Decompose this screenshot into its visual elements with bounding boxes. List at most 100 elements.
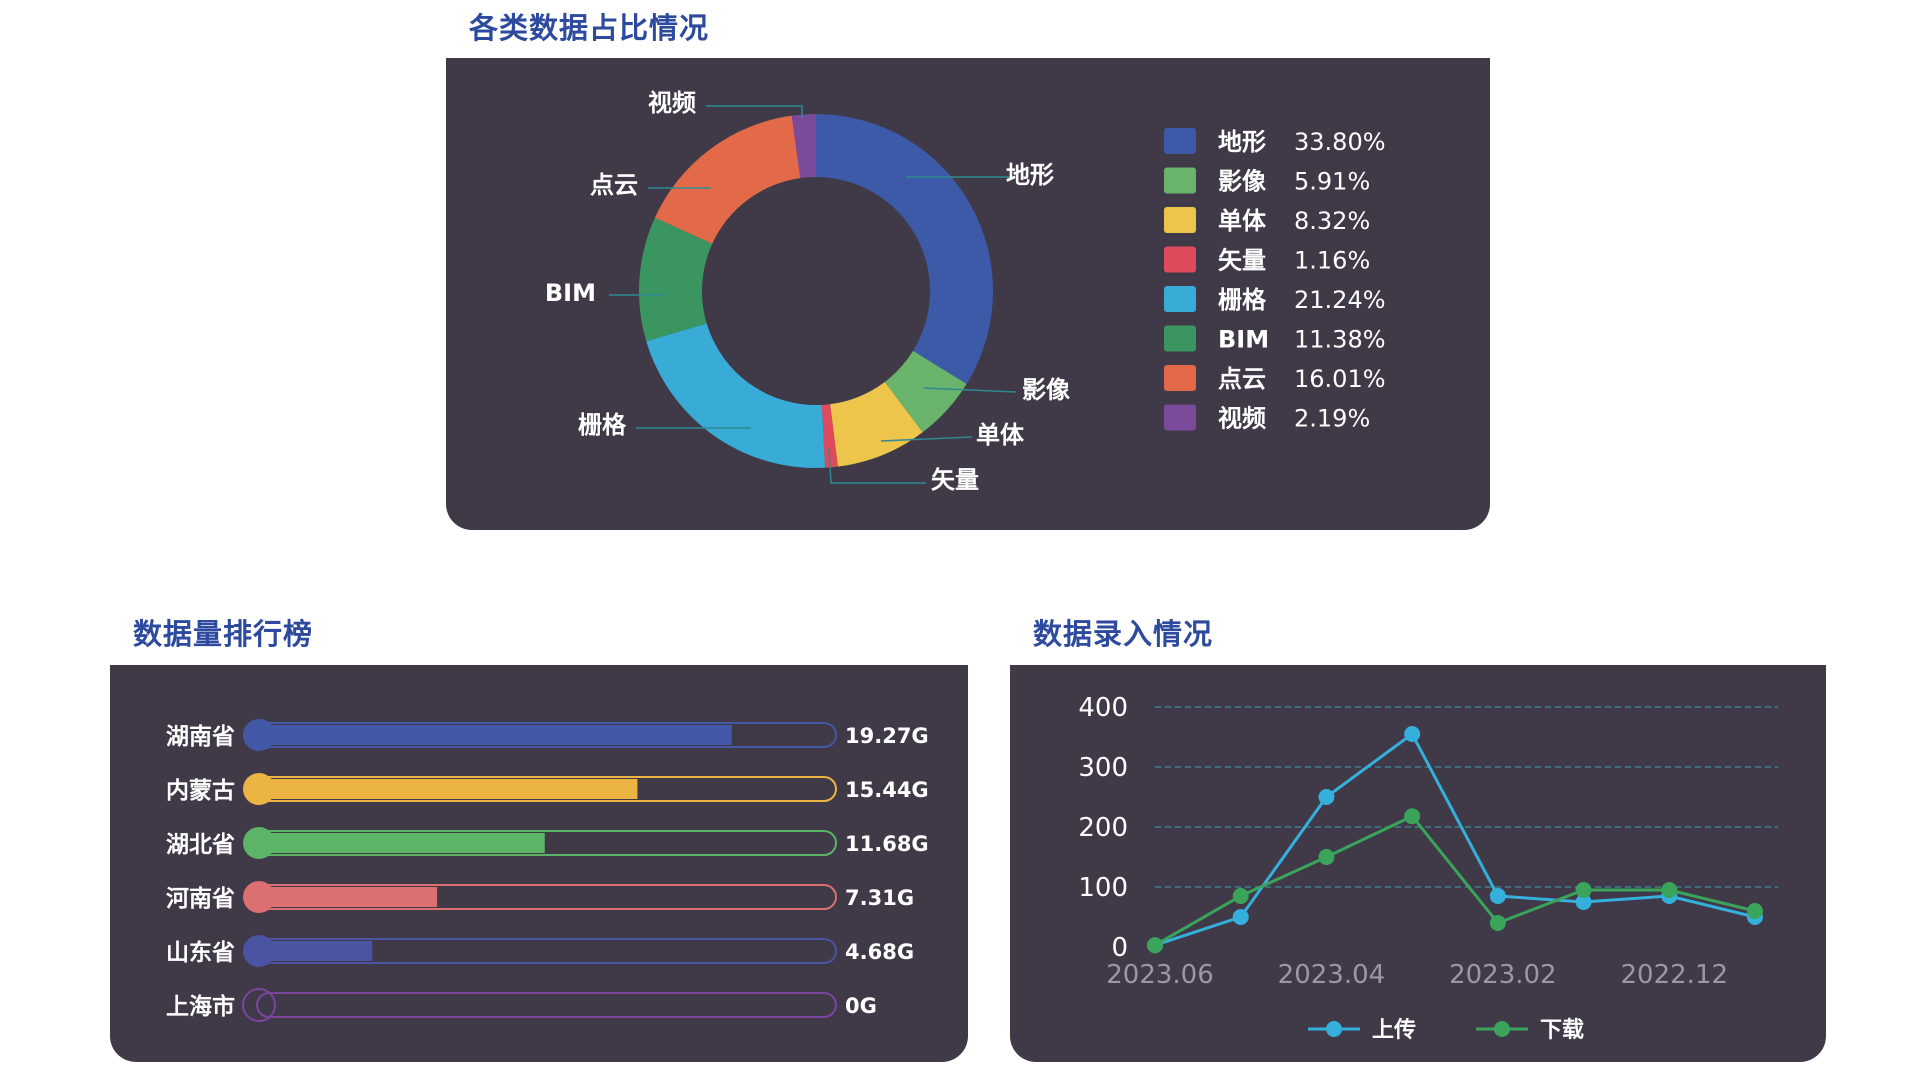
ranking-value-label: 4.68G	[845, 940, 914, 964]
legend-value: 2.19%	[1294, 405, 1370, 433]
legend-value: 8.32%	[1294, 207, 1370, 235]
ranking-category-label: 湖南省	[166, 724, 235, 750]
legend-marker	[1326, 1021, 1342, 1037]
donut-slice-label: 影像	[1022, 376, 1071, 404]
legend-series-label: 上传	[1372, 1018, 1416, 1043]
donut-leader-line	[706, 105, 803, 118]
ranking-category-label: 湖北省	[166, 832, 235, 858]
ranking-value-label: 15.44G	[845, 778, 929, 802]
legend-swatch	[1164, 207, 1196, 233]
ranking-bar-knob	[243, 881, 275, 913]
x-tick-label: 2023.06	[1106, 960, 1214, 990]
ranking-bar	[257, 725, 732, 745]
ranking-chart-panel: 湖南省 19.27G 内蒙古 15.44G 湖北省 11.68G 河南省 7.31G 山东省 4.…	[110, 665, 968, 1062]
y-tick-label: 100	[1078, 873, 1128, 903]
donut-slice-label: 单体	[976, 421, 1025, 449]
legend-swatch	[1164, 286, 1196, 312]
line-point	[1575, 882, 1592, 898]
donut-slice-label: 地形	[1006, 161, 1054, 189]
ranking-category-label: 上海市	[166, 993, 235, 1020]
legend-label: 视频	[1218, 405, 1266, 433]
legend-value: 21.24%	[1294, 286, 1386, 314]
ranking-bar-chart: 湖南省 19.27G 内蒙古 15.44G 湖北省 11.68G 河南省 7.31G 山东省 4.…	[166, 719, 929, 1022]
ranking-value-label: 11.68G	[845, 832, 929, 856]
donut-leader-line	[828, 447, 926, 484]
line-chart: 0 100 200 300 400 2023.06 2023.04 2023.02 2022.1…	[1078, 693, 1778, 1043]
legend-label: 矢量	[1218, 247, 1266, 275]
ranking-value-label: 19.27G	[845, 724, 929, 748]
legend-swatch	[1164, 167, 1196, 194]
legend-series-label: 下载	[1540, 1017, 1584, 1043]
donut-slice	[646, 323, 826, 468]
donut-slice-label: 视频	[648, 89, 696, 117]
ranking-bar-knob	[243, 773, 275, 805]
ranking-track	[256, 992, 837, 1018]
pie-section-title: 各类数据占比情况	[469, 11, 710, 45]
x-tick-label: 2023.04	[1278, 960, 1386, 990]
ranking-bar	[257, 833, 545, 853]
ranking-bar	[257, 887, 438, 907]
line-chart-panel: 0 100 200 300 400 2023.06 2023.04 2023.02 2022.1…	[1010, 665, 1826, 1062]
y-tick-label: 0	[1111, 933, 1128, 963]
legend-marker	[1494, 1021, 1510, 1037]
line-section-title: 数据录入情况	[1033, 617, 1214, 651]
legend-value: 1.16%	[1294, 247, 1370, 275]
legend-swatch	[1164, 365, 1196, 391]
donut-leader-line	[880, 436, 973, 442]
line-series	[1154, 814, 1756, 947]
ranking-bar-knob	[242, 988, 276, 1022]
donut-leader-line	[923, 387, 1017, 393]
line-point	[1661, 882, 1678, 898]
pie-chart-panel: 地形 影像 单体 矢量 栅格 BIM 点云 视频 地形 33.80% 影像 5.91% 单体 8.32% 矢…	[446, 58, 1490, 530]
y-tick-label: 200	[1078, 813, 1128, 843]
line-point	[1232, 909, 1249, 925]
x-tick-label: 2023.02	[1449, 960, 1557, 990]
legend-label: 点云	[1218, 365, 1266, 393]
ranking-category-label: 河南省	[166, 886, 235, 912]
legend-swatch	[1164, 404, 1196, 431]
donut-slice	[654, 115, 801, 244]
legend-label: 栅格	[1218, 286, 1267, 314]
legend-swatch	[1164, 325, 1196, 352]
legend-label: BIM	[1218, 326, 1269, 354]
y-tick-label: 400	[1078, 693, 1128, 723]
legend-swatch	[1164, 246, 1196, 273]
x-tick-label: 2022.12	[1621, 960, 1729, 990]
legend-value: 5.91%	[1294, 168, 1370, 196]
legend-swatch	[1164, 128, 1196, 154]
line-point	[1318, 849, 1335, 865]
line-point	[1489, 888, 1506, 904]
legend-value: 33.80%	[1294, 128, 1386, 156]
line-point	[1318, 789, 1335, 805]
donut-slice-label: 矢量	[931, 466, 979, 494]
donut-slice-label: 栅格	[578, 411, 627, 439]
legend-label: 影像	[1218, 168, 1267, 196]
line-point	[1404, 726, 1421, 742]
ranking-bar	[257, 941, 373, 961]
donut-slice	[639, 217, 713, 342]
ranking-bar-knob	[243, 719, 275, 751]
ranking-bar	[257, 779, 638, 799]
line-point	[1575, 894, 1592, 910]
ranking-category-label: 内蒙古	[166, 778, 235, 804]
donut-slice	[816, 114, 993, 384]
ranking-section-title: 数据量排行榜	[133, 617, 314, 651]
donut-slice-label: BIM	[545, 279, 596, 307]
donut-slice	[830, 381, 923, 467]
line-series	[1154, 731, 1756, 947]
legend-label: 单体	[1218, 207, 1267, 235]
donut-slice	[791, 114, 816, 179]
legend-value: 11.38%	[1294, 326, 1386, 354]
ranking-category-label: 山东省	[166, 939, 235, 966]
legend-value: 16.01%	[1294, 365, 1386, 393]
donut-slice	[884, 350, 967, 433]
legend-label: 地形	[1218, 128, 1266, 156]
donut-slice-label: 点云	[590, 171, 638, 199]
ranking-bar-knob	[243, 935, 275, 967]
line-point	[1147, 937, 1163, 954]
line-point	[1232, 888, 1249, 904]
line-point	[1404, 808, 1421, 825]
ranking-bar-knob	[243, 827, 275, 859]
ranking-value-label: 0G	[845, 994, 877, 1018]
